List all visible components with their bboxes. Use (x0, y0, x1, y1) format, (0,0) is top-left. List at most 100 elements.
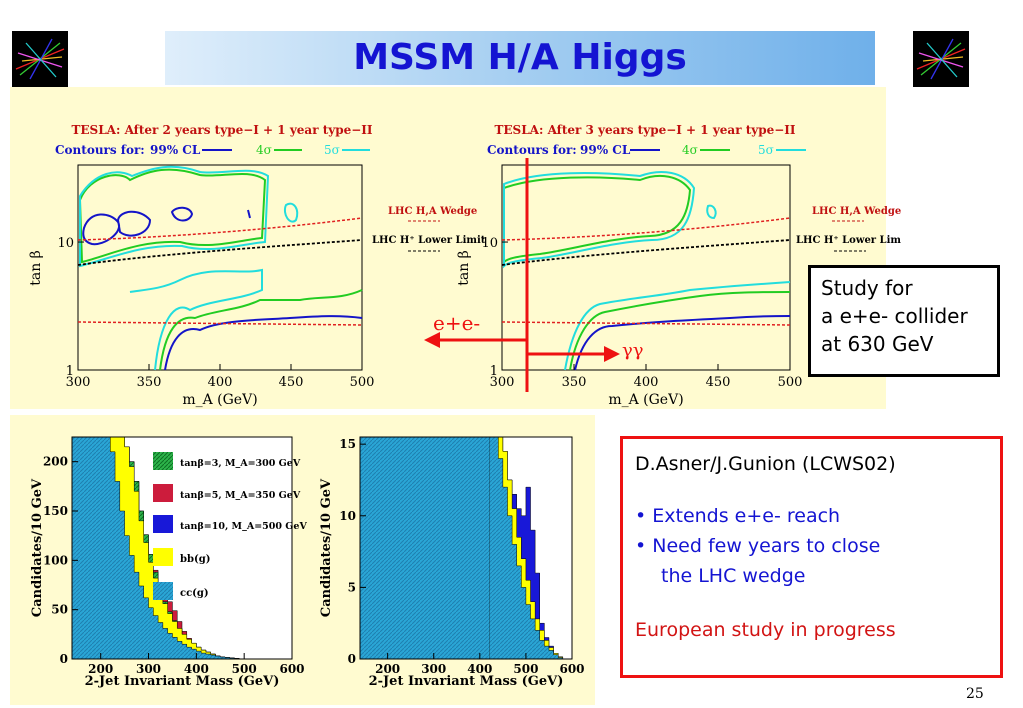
y-tick-label: 1 (490, 364, 498, 379)
legend-4s: 4σ (256, 143, 272, 157)
particle-collision-event-icon (15, 38, 65, 80)
page-number: 25 (966, 686, 984, 702)
y-axis-label: tan β (28, 250, 44, 286)
info-line: Study for (821, 276, 913, 300)
legend-99cl: 99% CL (580, 143, 631, 157)
wedge-label: LHC H,A Wedge (388, 206, 477, 217)
histogram-series (488, 436, 568, 660)
legend-label: bb(g) (180, 554, 210, 565)
y-tick-label: 1 (66, 364, 74, 379)
histogram-2: 200 300 400 500 600 0 5 10 15 2-Jet Invariant Ma… (319, 436, 585, 689)
legend-label: tanβ=10, M_A=500 GeV (180, 521, 307, 532)
lower-limit-label: LHC H⁺ Lower Limit (372, 235, 486, 246)
x-tick-label: 350 (562, 375, 587, 390)
contour-5s-lower (564, 281, 791, 371)
author-credit: D.Asner/J.Gunion (LCWS02) (635, 453, 896, 475)
x-tick-label: 450 (279, 375, 304, 390)
chart-title: TESLA: After 2 years type−I + 1 year typ… (71, 123, 372, 137)
info-line: at 630 GeV (821, 332, 934, 356)
lower-limit-label: LHC H⁺ Lower Lim (796, 235, 901, 246)
contour-4s (503, 174, 692, 265)
y-tick-label: 0 (348, 652, 356, 666)
legend-swatch (153, 515, 173, 533)
study-info-box: Study for a e+e- collider at 630 GeV (808, 265, 1000, 377)
y-axis-label: Candidates/10 GeV (30, 478, 45, 617)
footer-note: European study in progress (635, 619, 896, 641)
legend-swatch (153, 582, 173, 600)
y-tick-label: 10 (481, 236, 498, 251)
legend-prefix: Contours for: (55, 143, 145, 157)
ee-label: e+e- (433, 311, 480, 335)
legend-4s: 4σ (682, 143, 698, 157)
histogram-fill (360, 437, 490, 659)
x-tick-label: 500 (350, 375, 375, 390)
gg-arrowhead (604, 346, 620, 362)
contour-99cl-lower (164, 315, 363, 371)
x-tick-label: 400 (208, 375, 233, 390)
legend-swatch (153, 548, 173, 566)
x-tick-label: 500 (778, 375, 803, 390)
x-tick-label: 400 (634, 375, 659, 390)
lhc-wedge-lower-curve (77, 321, 363, 326)
wedge-label: LHC H,A Wedge (812, 206, 901, 217)
contour-99cl (82, 206, 251, 246)
x-tick-label: 450 (706, 375, 731, 390)
ee-arrowhead (424, 332, 440, 348)
contour-plot-1: TESLA: After 2 years type−I + 1 year typ… (28, 123, 486, 408)
legend-label: tanβ=5, M_A=350 GeV (180, 490, 301, 501)
histogram-1: 200 300 400 500 600 0 50 100 150 200 tanβ=3, M_A=… (30, 436, 307, 689)
page-title: MSSM H/A Higgs (353, 37, 687, 78)
y-tick-label: 10 (339, 509, 356, 523)
bullet-item: • Extends e+e- reach (635, 505, 841, 527)
chart-title: TESLA: After 3 years type−I + 1 year typ… (494, 123, 795, 137)
particle-collision-event-icon (916, 38, 966, 80)
y-tick-label: 15 (339, 437, 356, 451)
legend-swatch (153, 452, 173, 470)
x-tick-label: 300 (66, 375, 91, 390)
y-tick-label: 5 (348, 580, 356, 594)
contour-4s-lower (159, 289, 363, 371)
histogram-series (71, 436, 259, 660)
y-tick-label: 10 (57, 236, 74, 251)
y-tick-label: 150 (43, 504, 68, 518)
x-tick-label: 300 (421, 662, 446, 676)
left-logo (12, 31, 68, 87)
plot-frame (359, 436, 573, 660)
legend-5s: 5σ (758, 143, 774, 157)
credit-box: D.Asner/J.Gunion (LCWS02) • Extends e+e-… (620, 436, 1003, 678)
contour-4s-lower (569, 291, 791, 371)
legend-label: tanβ=3, M_A=300 GeV (180, 458, 301, 469)
x-tick-label: 600 (279, 662, 304, 676)
x-tick-label: 300 (490, 375, 515, 390)
y-tick-label: 200 (43, 455, 68, 469)
x-tick-label: 600 (559, 662, 584, 676)
x-axis-label: 2-Jet Invariant Mass (GeV) (85, 674, 280, 689)
lhc-wedge-lower-curve (501, 321, 791, 326)
x-tick-label: 200 (88, 662, 113, 676)
bullet-item: • Need few years to close (635, 535, 881, 557)
y-axis-label: Candidates/10 GeV (319, 478, 334, 617)
right-logo (913, 31, 969, 87)
contour-5s-lower (129, 268, 263, 371)
x-tick-label: 500 (513, 662, 538, 676)
contour-99cl-lower (574, 315, 791, 371)
contour-5s (503, 171, 696, 269)
energy-arrows: e+e- γγ (424, 158, 644, 392)
bullet-continuation: the LHC wedge (661, 565, 806, 587)
title-bar: MSSM H/A Higgs (165, 31, 875, 85)
x-tick-label: 300 (136, 662, 161, 676)
lhc-wedge-upper-curve (501, 217, 791, 241)
x-tick-label: 500 (232, 662, 257, 676)
contour-plot-2: TESLA: After 3 years type−I + 1 year typ… (456, 123, 901, 408)
legend-99cl: 99% CL (150, 143, 201, 157)
legend-swatch (153, 484, 173, 502)
info-line: a e+e- collider (821, 304, 968, 328)
contour-5s-island (284, 202, 299, 223)
x-tick-label: 400 (184, 662, 209, 676)
x-axis-label: m_A (GeV) (608, 392, 683, 408)
gg-label: γγ (622, 340, 644, 361)
contour-4s (78, 168, 267, 264)
lhc-lower-limit-curve (77, 239, 363, 266)
